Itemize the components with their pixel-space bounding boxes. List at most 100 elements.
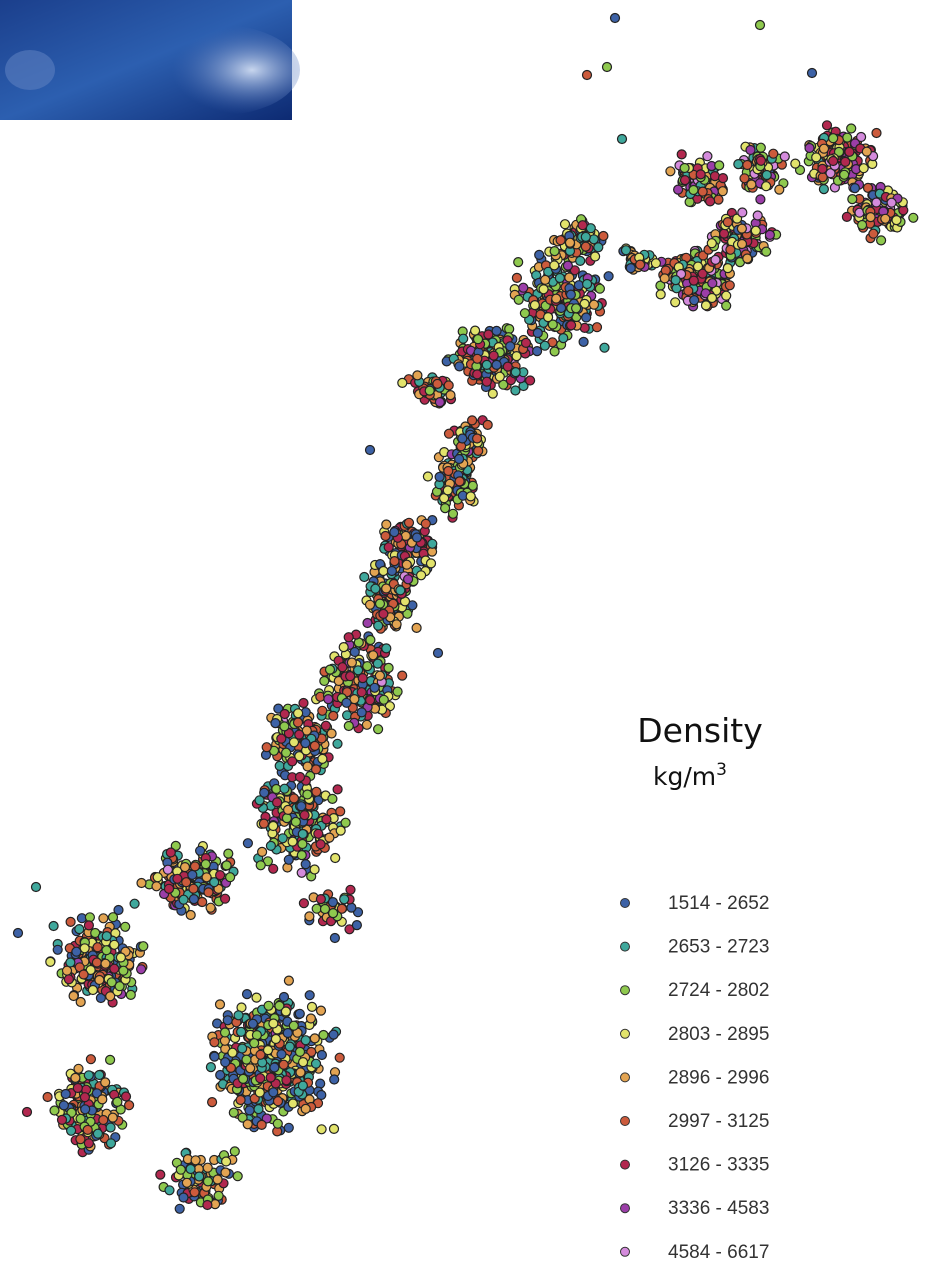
sample-point [743,254,752,263]
sample-point [366,636,375,645]
sample-point [189,884,198,893]
sample-point [535,250,544,259]
sample-point [520,309,529,318]
sample-point [428,539,437,548]
sample-point [301,1036,310,1045]
sample-point [72,947,81,956]
sample-point [405,518,414,527]
legend-label: 2653 - 2723 [668,937,769,958]
sample-point [384,543,393,552]
sample-point [32,883,41,892]
sample-point [288,757,297,766]
sample-point [208,1098,217,1107]
sample-point [818,173,827,182]
sample-point [250,1039,259,1048]
sample-point [191,862,200,871]
legend-unit: kg/m3 [653,760,727,791]
legend-label: 2803 - 2895 [668,1024,769,1045]
sample-point [689,186,698,195]
sample-point [417,571,426,580]
sample-point [317,1051,326,1060]
sample-point [226,873,235,882]
sample-point [301,1104,310,1113]
sample-point [533,347,542,356]
sample-point [335,1053,344,1062]
sample-point [566,290,575,299]
sample-point [404,575,413,584]
sample-point [71,1073,80,1082]
sample-point [273,798,282,807]
sample-point [269,822,278,831]
sample-point [519,283,528,292]
sample-point [110,940,119,949]
sample-point [269,1088,278,1097]
sample-point [747,180,756,189]
sample-point [666,167,675,176]
sample-point [165,884,174,893]
sample-point [23,1108,32,1117]
sample-point [125,1101,134,1110]
sample-point [869,229,878,238]
sample-point [108,1113,117,1122]
sample-point [340,895,349,904]
sample-point [284,1123,293,1132]
sample-point [398,671,407,680]
sample-point [214,1191,223,1200]
sample-point [791,159,800,168]
sample-point [756,195,765,204]
sample-point [677,150,686,159]
sample-point [762,247,771,256]
sample-point [829,134,838,143]
sample-point [600,343,609,352]
sample-point [198,898,207,907]
sample-point [221,894,230,903]
sample-point [327,729,336,738]
sample-point [203,1201,212,1210]
sample-point [58,1115,67,1124]
sample-point [435,398,444,407]
sample-point [243,990,252,999]
legend-swatch [621,1029,630,1038]
sample-point [714,195,723,204]
sample-point [593,323,602,332]
sample-point [122,1092,131,1101]
sample-point [858,221,867,230]
sample-point [756,156,765,165]
sample-point [887,198,896,207]
sample-point [862,147,871,156]
sample-point [80,944,89,953]
sample-point [539,285,548,294]
sample-point [204,888,213,897]
sample-point [273,1119,282,1128]
sample-point [379,695,388,704]
sample-point [163,865,172,874]
sample-point [266,1073,275,1082]
sample-point [703,152,712,161]
sample-point [866,213,875,222]
sample-point [262,743,271,752]
sample-point [320,677,329,686]
sample-point [671,276,680,285]
sample-point [719,174,728,183]
sample-point [557,304,566,313]
sample-point [280,993,289,1002]
legend-swatch [621,986,630,995]
sample-point [308,1002,317,1011]
sample-point [684,286,693,295]
sample-point [257,1120,266,1129]
sample-point [656,290,665,299]
sample-point [80,1093,89,1102]
sample-point [84,1139,93,1148]
sample-point [756,21,765,30]
sample-point [130,899,139,908]
sample-point [316,895,325,904]
sample-point [482,377,491,386]
sample-point [512,352,521,361]
sample-point [369,651,378,660]
sample-point [299,899,308,908]
sample-point [280,722,289,731]
unit-superscript: 3 [716,760,727,780]
sample-point [316,840,325,849]
sample-point [466,492,475,501]
legend-label: 3336 - 4583 [668,1198,769,1219]
